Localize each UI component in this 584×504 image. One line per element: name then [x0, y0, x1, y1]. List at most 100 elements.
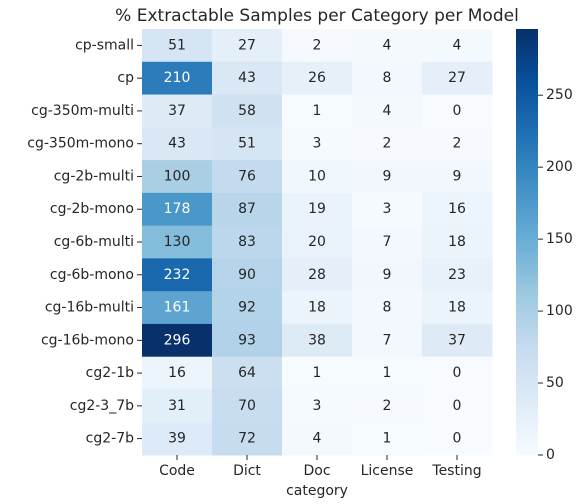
heatmap-cell: [282, 160, 353, 194]
heatmap-cell: [212, 422, 283, 456]
cell-label: 7: [383, 234, 392, 250]
cell-label: 100: [164, 168, 191, 184]
cell-label: 27: [448, 70, 466, 86]
colorbar-tick-label: 50: [546, 375, 564, 391]
heatmap-cell: [422, 61, 493, 96]
cell-label: 2: [383, 398, 392, 414]
x-tick-label: Doc: [303, 463, 330, 479]
colorbar: [516, 29, 538, 455]
x-tick-label: Dict: [233, 463, 261, 479]
heatmap-cell: [142, 356, 213, 390]
y-tick-label: cg-6b-multi: [54, 234, 134, 250]
y-tick-label: cp: [117, 70, 134, 86]
y-tick-label: cg-2b-multi: [54, 168, 134, 184]
heatmap-cell: [282, 356, 353, 390]
heatmap-cell: [352, 422, 423, 456]
cell-label: 2: [453, 136, 462, 152]
y-tick-label: cg-16b-multi: [45, 300, 134, 316]
heatmap-cell: [352, 389, 423, 423]
heatmap-cell: [282, 258, 353, 292]
cell-label: 1: [383, 431, 392, 447]
heatmap-cell: [352, 192, 423, 227]
cell-label: 3: [313, 136, 322, 152]
heatmap-cell: [142, 323, 213, 358]
y-tick-label: cg-2b-mono: [50, 201, 134, 217]
cell-label: 51: [168, 37, 186, 53]
cell-label: 8: [383, 300, 392, 316]
heatmap-cell: [422, 127, 493, 161]
colorbar-tick-label: 150: [546, 231, 573, 247]
y-tick-label: cg-350m-multi: [31, 103, 134, 119]
cell-label: 3: [383, 201, 392, 217]
cell-label: 7: [383, 332, 392, 348]
cell-label: 18: [448, 234, 466, 250]
heatmap-cell: [422, 291, 493, 325]
cell-label: 72: [238, 431, 256, 447]
cell-label: 20: [308, 234, 326, 250]
cell-label: 93: [238, 332, 256, 348]
cell-label: 130: [164, 234, 191, 250]
heatmap-cell: [142, 291, 213, 325]
cell-label: 16: [448, 201, 466, 217]
cell-label: 0: [453, 365, 462, 381]
cell-label: 2: [313, 37, 322, 53]
heatmap-cell: [212, 225, 283, 259]
cell-label: 92: [238, 300, 256, 316]
cell-label: 51: [238, 136, 256, 152]
heatmap-cell: [142, 160, 213, 194]
cell-label: 4: [453, 37, 462, 53]
cell-label: 87: [238, 201, 256, 217]
cell-label: 70: [238, 398, 256, 414]
heatmap-cell: [212, 192, 283, 227]
heatmap-cell: [142, 29, 213, 63]
x-tick-label: License: [361, 463, 414, 479]
heatmap-cell: [282, 29, 353, 63]
heatmap-cell: [142, 61, 213, 96]
heatmap-cell: [212, 127, 283, 161]
cell-label: 43: [168, 136, 186, 152]
cell-label: 76: [238, 168, 256, 184]
cell-label: 161: [164, 300, 191, 316]
y-tick-label: cg-350m-mono: [27, 136, 134, 152]
heatmap-cell: [212, 94, 283, 128]
heatmap-cell: [352, 323, 423, 358]
x-axis-label: category: [286, 483, 348, 499]
y-tick-label: cg-16b-mono: [41, 332, 134, 348]
heatmap-cell: [352, 61, 423, 96]
heatmap-cell: [422, 258, 493, 292]
heatmap-cell: [352, 225, 423, 259]
heatmap-cell: [212, 291, 283, 325]
y-tick-label: cg-6b-mono: [50, 267, 134, 283]
heatmap-cell: [212, 160, 283, 194]
cell-label: 19: [308, 201, 326, 217]
heatmap-cell: [142, 127, 213, 161]
heatmap-cell: [422, 323, 493, 358]
heatmap-cell: [142, 192, 213, 227]
colorbar-tick-label: 0: [546, 447, 555, 463]
cell-label: 9: [453, 168, 462, 184]
colorbar-tick-label: 250: [546, 87, 573, 103]
chart-title: % Extractable Samples per Category per M…: [115, 6, 519, 26]
cell-label: 10: [308, 168, 326, 184]
cell-label: 0: [453, 431, 462, 447]
heatmap-cell: [422, 160, 493, 194]
cell-label: 1: [383, 365, 392, 381]
heatmap-cell: [282, 291, 353, 325]
cell-label: 23: [448, 267, 466, 283]
cell-label: 39: [168, 431, 186, 447]
heatmap-cell: [282, 192, 353, 227]
heatmap-cell: [282, 389, 353, 423]
heatmap-cell: [352, 356, 423, 390]
heatmap-cell: [352, 127, 423, 161]
heatmap-cell: [142, 94, 213, 128]
cell-label: 9: [383, 168, 392, 184]
cell-label: 178: [164, 201, 191, 217]
heatmap-cell: [212, 356, 283, 390]
heatmap-cell: [422, 29, 493, 63]
heatmap-cell: [212, 258, 283, 292]
y-tick-label: cg2-3_7b: [70, 398, 134, 414]
cell-label: 38: [308, 332, 326, 348]
cell-label: 9: [383, 267, 392, 283]
cell-label: 2: [383, 136, 392, 152]
